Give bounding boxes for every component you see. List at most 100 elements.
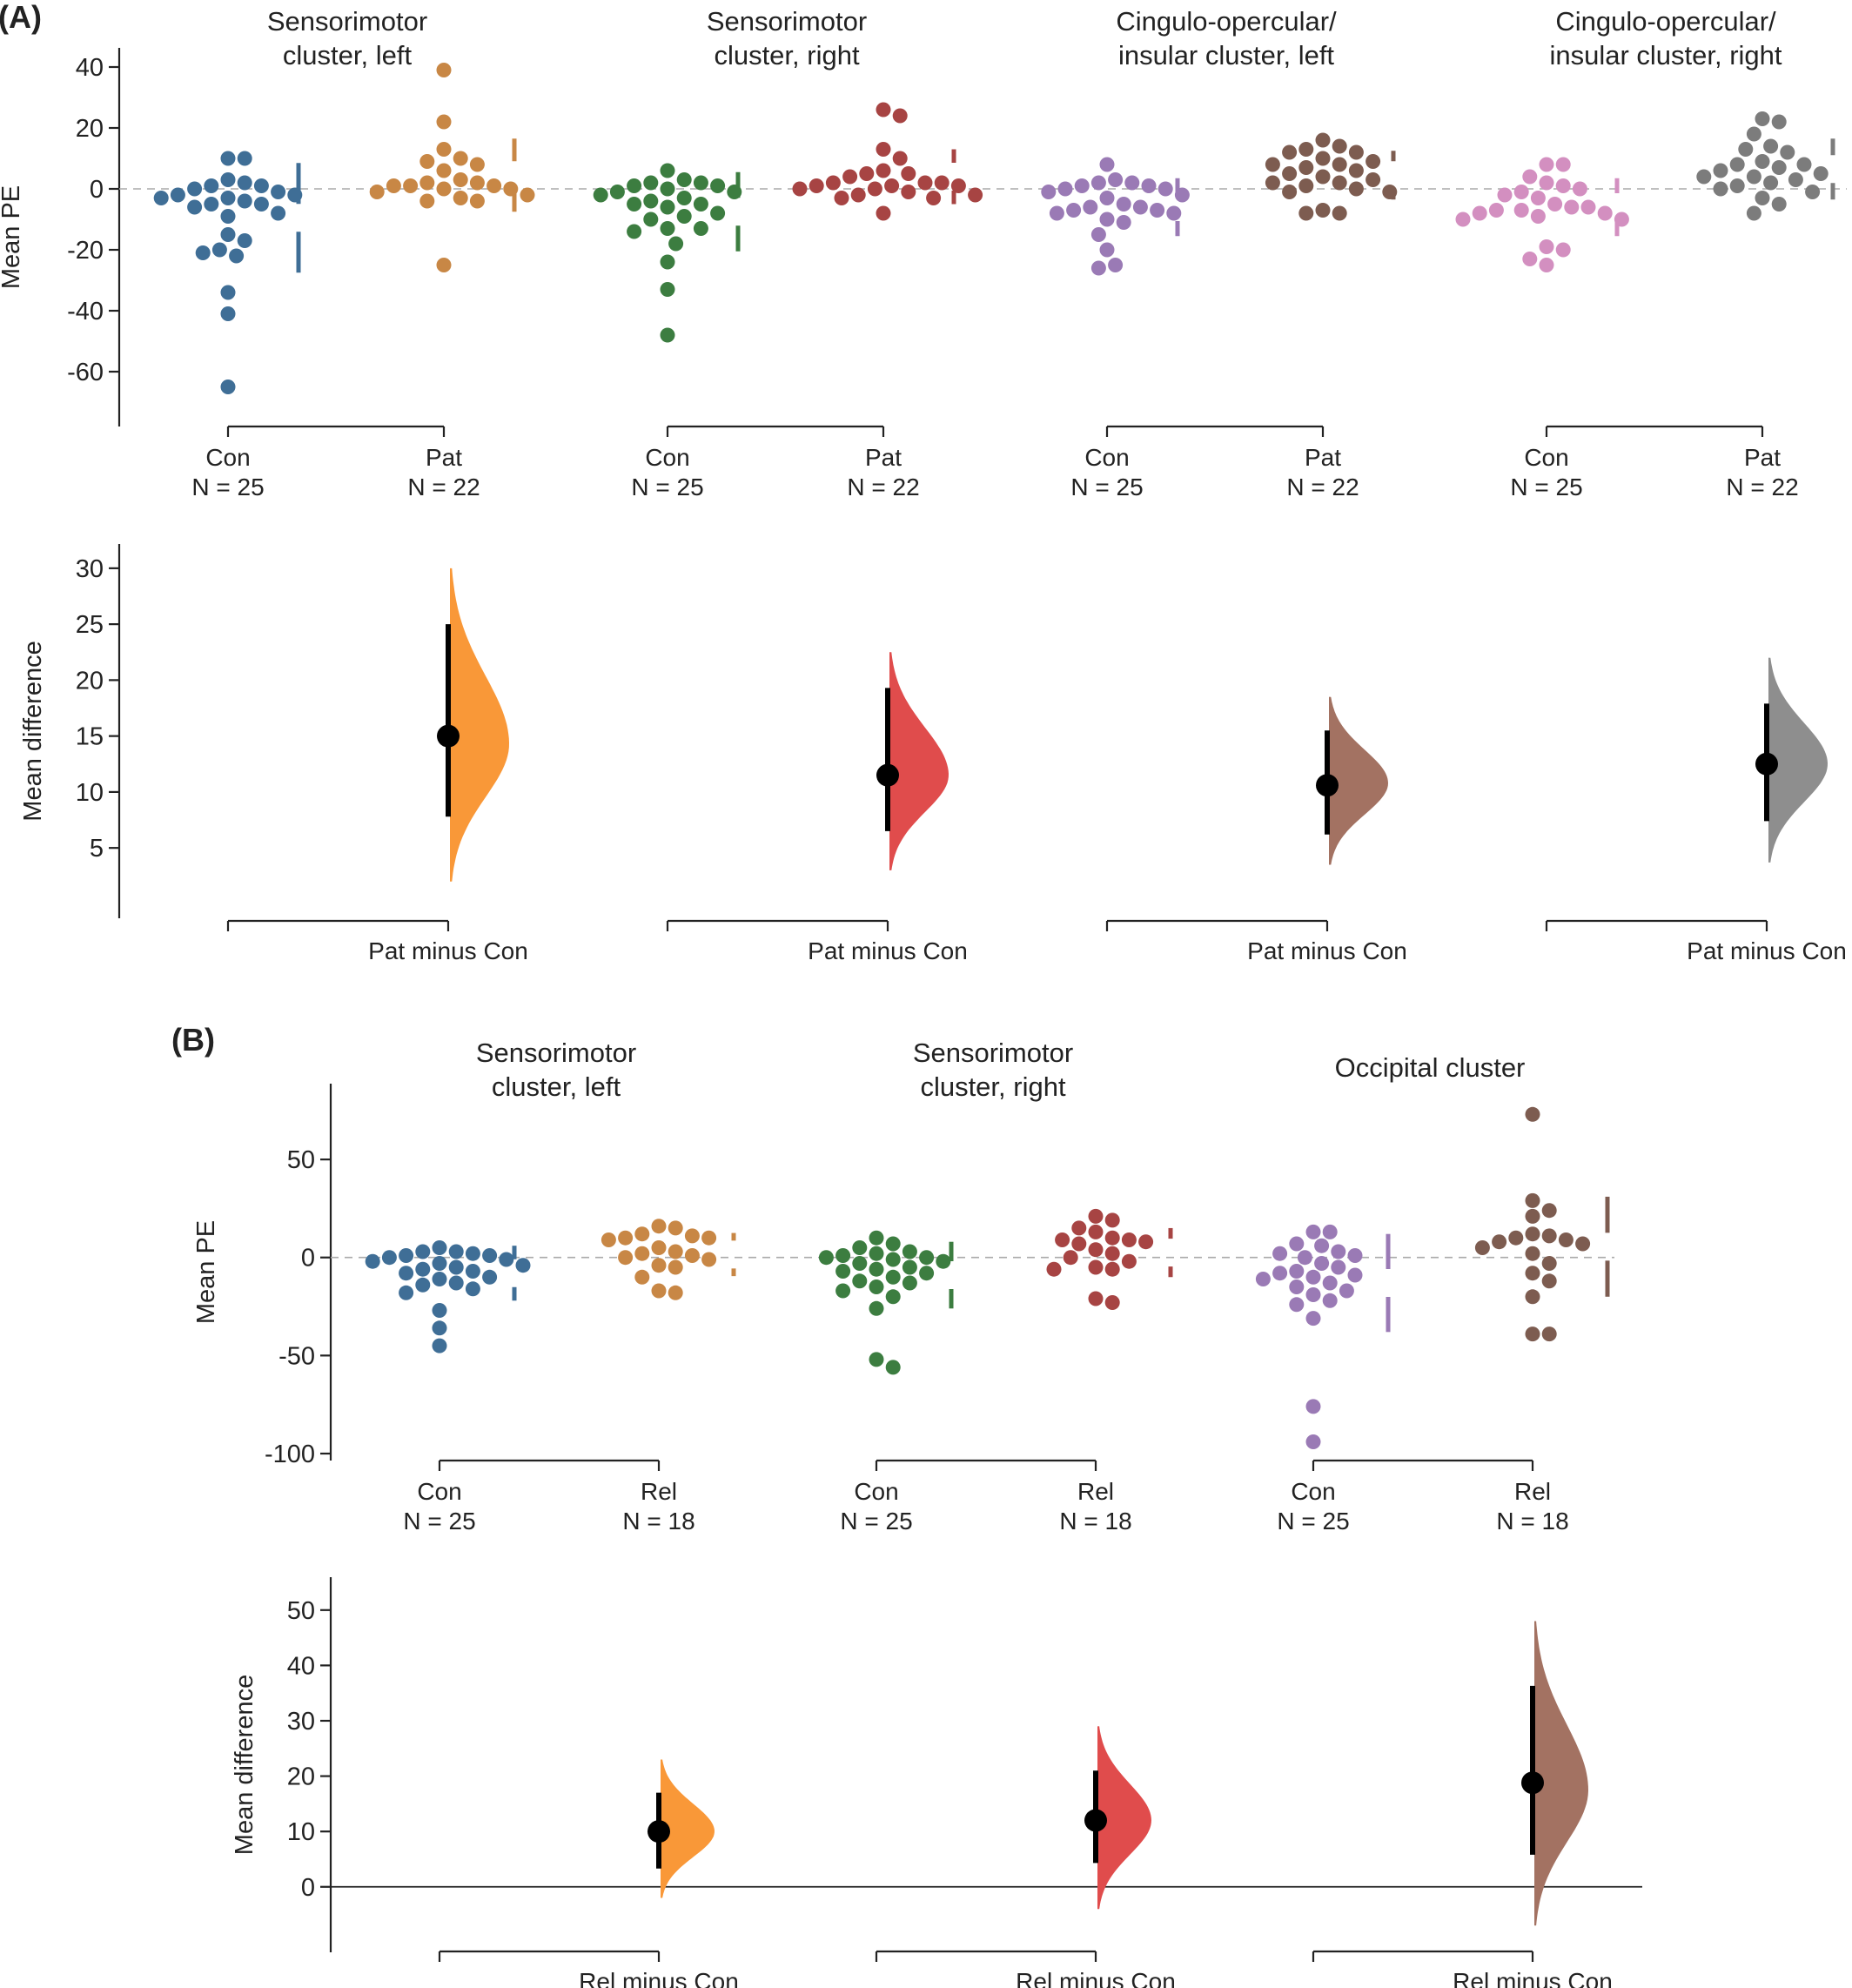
data-point-pat bbox=[1366, 154, 1381, 169]
data-point-rel bbox=[651, 1283, 667, 1299]
data-point-pat bbox=[825, 175, 841, 191]
group-label: Con bbox=[1524, 444, 1568, 471]
data-point-con bbox=[1322, 1224, 1338, 1239]
data-point-con bbox=[1158, 181, 1173, 197]
data-point-con bbox=[220, 209, 236, 224]
mean-difference-point bbox=[1084, 1809, 1107, 1832]
data-point-con bbox=[869, 1352, 884, 1367]
data-point-con bbox=[448, 1275, 464, 1291]
data-point-con bbox=[1488, 203, 1504, 218]
group-label: Pat bbox=[1744, 444, 1781, 471]
data-point-pat bbox=[1746, 169, 1761, 185]
data-point-pat bbox=[469, 175, 485, 191]
data-point-con bbox=[693, 221, 708, 236]
data-point-pat bbox=[917, 175, 933, 191]
data-point-con bbox=[1297, 1250, 1312, 1266]
data-point-con bbox=[220, 306, 236, 321]
data-point-pat bbox=[436, 114, 452, 130]
group-count-label: N = 25 bbox=[403, 1508, 475, 1535]
data-point-con bbox=[1141, 178, 1157, 193]
data-point-con bbox=[271, 205, 286, 221]
data-point-rel bbox=[1541, 1256, 1557, 1271]
data-point-con bbox=[448, 1244, 464, 1259]
data-point-con bbox=[399, 1285, 414, 1300]
data-point-con bbox=[1166, 205, 1182, 221]
3-y-tick-label: 50 bbox=[287, 1597, 315, 1625]
data-point-pat bbox=[1282, 144, 1298, 160]
group-count-label: N = 25 bbox=[191, 473, 264, 500]
bootstrap-distribution bbox=[1329, 696, 1388, 865]
data-point-pat bbox=[1366, 172, 1381, 187]
3-y-tick-label: 0 bbox=[301, 1874, 315, 1902]
data-point-con bbox=[869, 1261, 884, 1277]
data-point-con bbox=[1057, 181, 1073, 197]
data-point-pat bbox=[968, 187, 983, 203]
data-point-con bbox=[627, 197, 642, 212]
subplot-title: Sensorimotor bbox=[267, 6, 427, 37]
group-count-label: N = 18 bbox=[622, 1508, 694, 1535]
2-y-tick-label: -50 bbox=[278, 1342, 315, 1370]
data-point-con bbox=[1289, 1264, 1305, 1279]
data-point-pat bbox=[842, 169, 858, 185]
data-point-pat bbox=[901, 185, 916, 199]
data-point-con bbox=[153, 191, 169, 205]
data-point-con bbox=[237, 233, 252, 248]
data-point-con bbox=[432, 1272, 447, 1286]
group-label: Con bbox=[645, 444, 689, 471]
data-point-con bbox=[627, 178, 642, 193]
data-point-pat bbox=[1332, 157, 1347, 172]
data-point-con bbox=[835, 1248, 851, 1263]
data-point-con bbox=[1108, 172, 1124, 187]
mean-difference-point bbox=[876, 763, 899, 787]
data-point-con bbox=[237, 151, 252, 166]
data-point-rel bbox=[684, 1248, 700, 1263]
data-point-pat bbox=[1746, 205, 1761, 221]
data-point-pat bbox=[1298, 142, 1314, 157]
2-y-tick-label: 0 bbox=[301, 1245, 315, 1273]
data-point-con bbox=[1305, 1399, 1321, 1414]
subplot-title: Occipital cluster bbox=[1335, 1052, 1526, 1083]
group-count-label: N = 25 bbox=[1510, 473, 1582, 500]
data-point-pat bbox=[850, 187, 866, 203]
data-point-rel bbox=[1525, 1289, 1540, 1305]
data-point-pat bbox=[1771, 197, 1787, 212]
data-point-con bbox=[1497, 187, 1513, 203]
group-count-label: N = 18 bbox=[1496, 1508, 1568, 1535]
data-point-con bbox=[668, 236, 684, 252]
group-count-label: N = 25 bbox=[1277, 1508, 1349, 1535]
data-point-rel bbox=[1071, 1220, 1087, 1236]
data-point-con bbox=[1555, 178, 1571, 193]
data-point-con bbox=[220, 151, 236, 166]
data-point-con bbox=[869, 1279, 884, 1294]
data-point-rel bbox=[668, 1220, 683, 1236]
group-count-label: N = 22 bbox=[1726, 473, 1798, 500]
comparison-label: Rel minus Con bbox=[1016, 1968, 1176, 1988]
data-point-con bbox=[220, 285, 236, 300]
data-point-pat bbox=[1315, 132, 1331, 148]
group-label: Pat bbox=[426, 444, 462, 471]
data-point-pat bbox=[419, 193, 435, 209]
data-point-con bbox=[1090, 175, 1106, 191]
group-count-label: N = 25 bbox=[1070, 473, 1143, 500]
data-point-rel bbox=[684, 1228, 700, 1244]
0-y-tick-label: 40 bbox=[76, 54, 104, 82]
data-point-con bbox=[660, 282, 675, 297]
0-y-tick-label: 0 bbox=[90, 176, 104, 204]
data-point-con bbox=[643, 212, 659, 227]
data-point-rel bbox=[1088, 1259, 1104, 1275]
data-point-con bbox=[1289, 1297, 1305, 1313]
data-point-con bbox=[1339, 1283, 1354, 1299]
data-point-pat bbox=[419, 175, 435, 191]
subplot-title: cluster, left bbox=[283, 40, 413, 71]
data-point-pat bbox=[1755, 191, 1770, 205]
mean-difference-point bbox=[437, 724, 460, 748]
data-point-con bbox=[710, 205, 726, 221]
data-point-rel bbox=[651, 1240, 667, 1255]
data-point-con bbox=[936, 1253, 951, 1269]
data-point-rel bbox=[1088, 1242, 1104, 1258]
data-point-con bbox=[515, 1258, 531, 1273]
group-count-label: N = 25 bbox=[840, 1508, 912, 1535]
data-point-pat bbox=[1729, 157, 1745, 172]
data-point-con bbox=[609, 185, 625, 199]
